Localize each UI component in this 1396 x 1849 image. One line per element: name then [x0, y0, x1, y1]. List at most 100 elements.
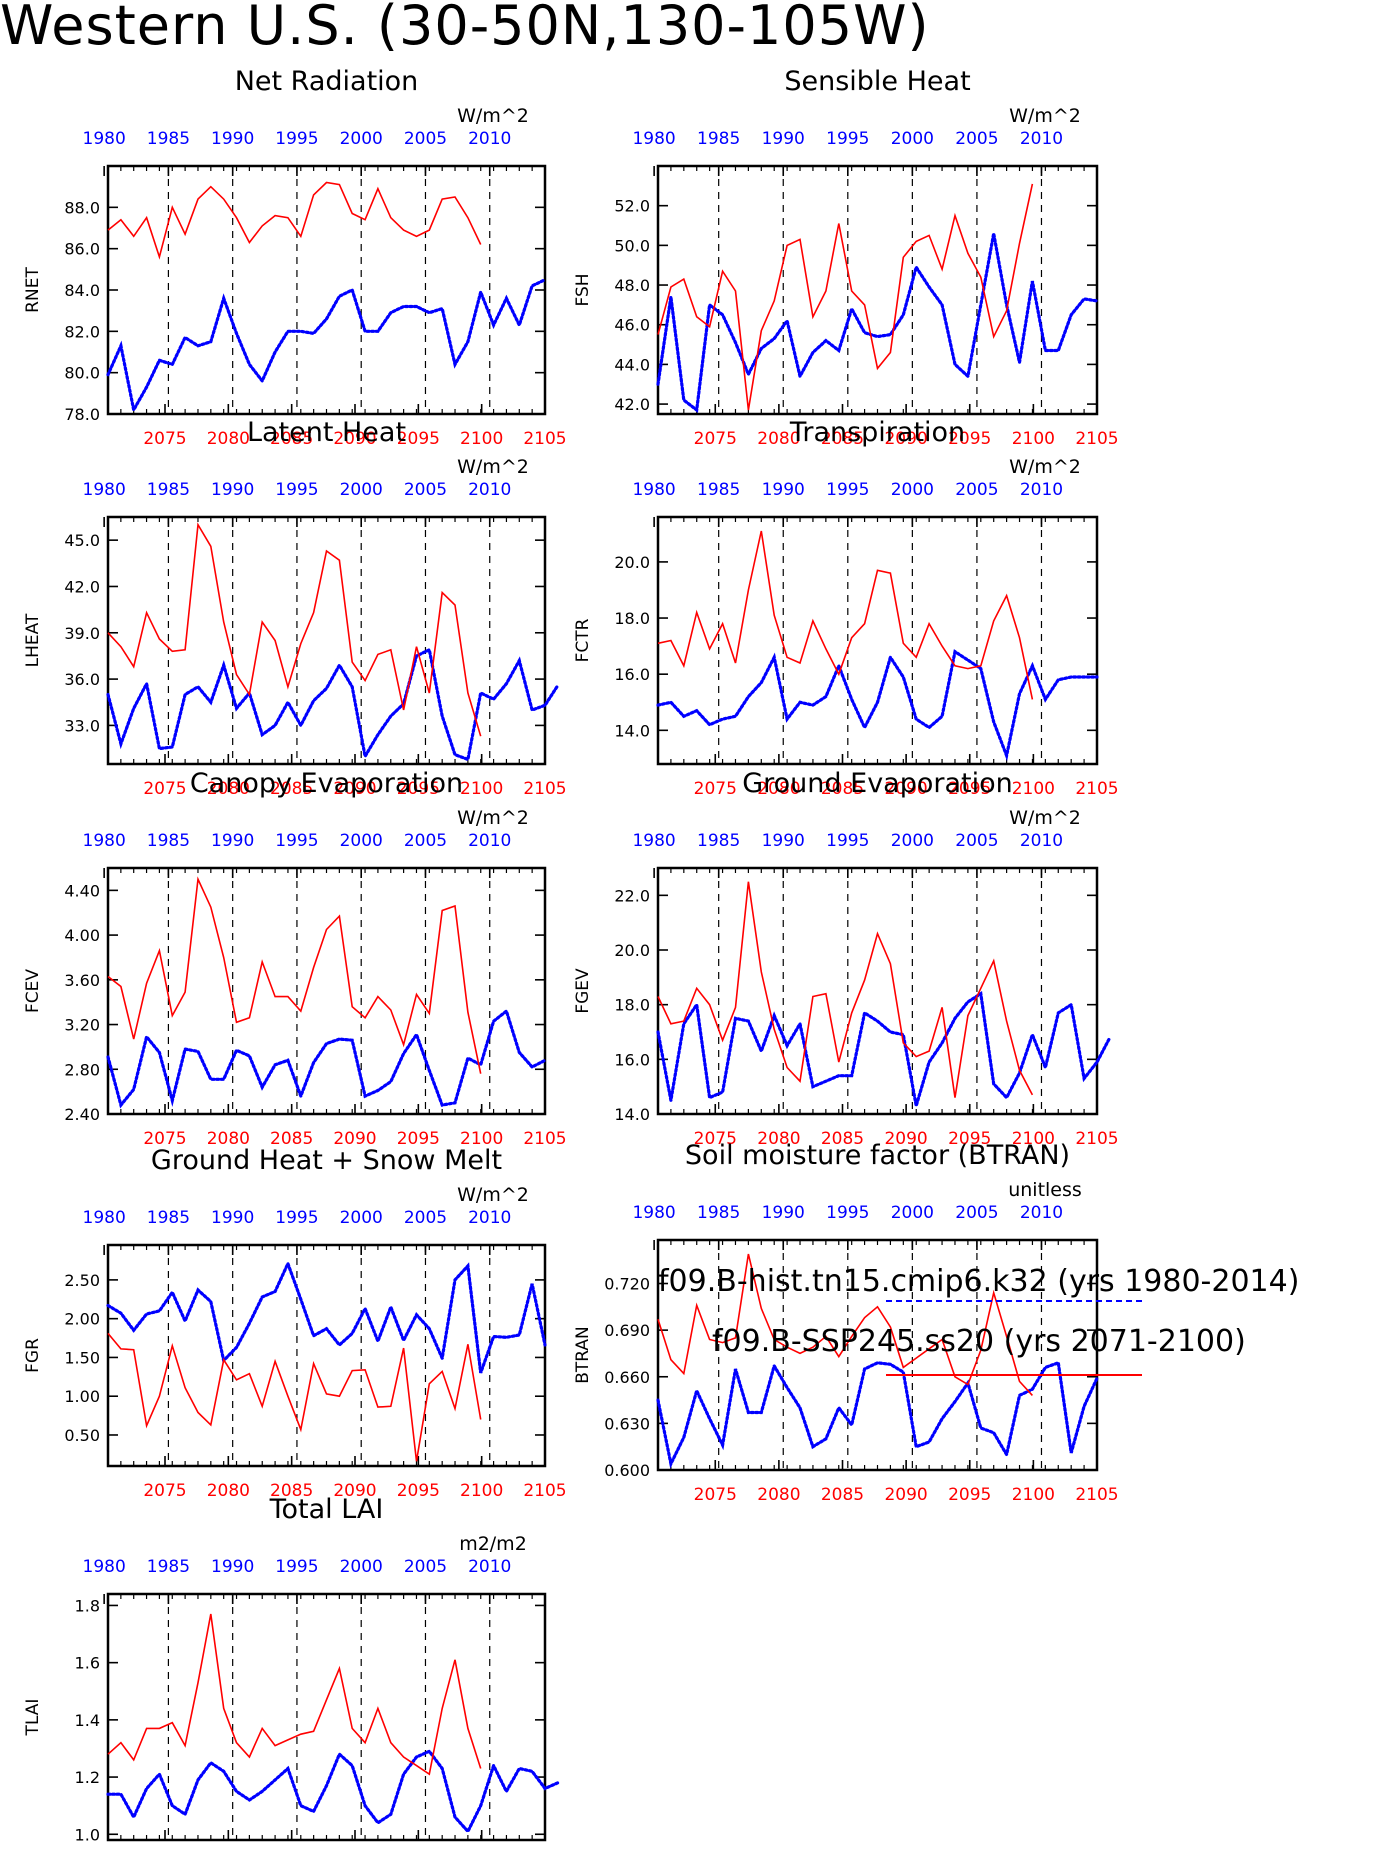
y-tick-label: 2.80	[64, 1060, 100, 1079]
bottom-axis-label: 2095	[397, 1481, 440, 1501]
bottom-axis-label: 2105	[1075, 1129, 1118, 1149]
bottom-axis-label: 2075	[143, 1129, 186, 1149]
series-ssp-line	[657, 1253, 1033, 1396]
y-tick-label: 42.0	[614, 395, 650, 414]
y-tick-label: 1.0	[75, 1825, 100, 1844]
top-axis-label: 2005	[955, 480, 998, 500]
y-axis-label: FSH	[573, 273, 593, 306]
y-tick-label: 82.0	[64, 322, 100, 341]
chart-title: Soil moisture factor (BTRAN)	[685, 1140, 1070, 1171]
series-hist-line	[656, 233, 1099, 413]
top-axis-label: 2000	[340, 480, 383, 500]
chart-title: Sensible Heat	[784, 66, 970, 97]
top-axis-label: 2005	[404, 1208, 447, 1228]
top-axis-label: 1995	[275, 129, 318, 149]
y-tick-label: 4.00	[64, 926, 100, 945]
y-tick-label: 1.8	[75, 1596, 100, 1615]
y-tick-label: 80.0	[64, 364, 100, 383]
bottom-axis-label: 2080	[207, 1129, 250, 1149]
y-tick-label: 1.2	[75, 1768, 100, 1787]
chart-panel-fgev: Ground Evaporation W/m^2 1980 1985 1990 1995 2…	[573, 768, 1119, 1149]
bottom-axis-label: 2095	[948, 1485, 991, 1505]
top-axis-label: 1990	[211, 1557, 254, 1577]
chart-units: W/m^2	[457, 1184, 529, 1206]
y-tick-label: 1.50	[64, 1348, 100, 1367]
chart-units: W/m^2	[1009, 456, 1081, 478]
y-tick-label: 44.0	[614, 355, 650, 374]
y-tick-label: 3.60	[64, 971, 100, 990]
series-hist-line	[106, 1259, 547, 1374]
bottom-axis-label: 2090	[333, 1481, 376, 1501]
series-ssp-line	[107, 181, 482, 260]
top-axis-label: 1995	[275, 831, 318, 851]
bottom-axis-label: 2105	[523, 1129, 566, 1149]
chart-panel-tlai: Total LAI m2/m2 1980 1985 1990 1995 2000 2005 20…	[23, 1494, 560, 1844]
chart-units: W/m^2	[457, 105, 529, 127]
bottom-axis-label: 2080	[757, 1485, 800, 1505]
y-tick-label: 42.0	[64, 577, 100, 596]
top-axis-label: 1985	[147, 831, 190, 851]
chart-title: Ground Evaporation	[742, 768, 1013, 799]
chart-panel-fctr: Transpiration W/m^2 1980 1985 1990 1995 2000 20…	[573, 417, 1119, 799]
bottom-axis-label: 2080	[757, 429, 800, 449]
bottom-axis-label: 2100	[460, 1481, 503, 1501]
bottom-axis-label: 2090	[884, 779, 927, 799]
y-tick-label: 2.50	[64, 1271, 100, 1290]
bottom-axis-label: 2080	[207, 779, 250, 799]
bottom-axis-label: 2105	[1075, 429, 1118, 449]
bottom-axis-label: 2085	[821, 429, 864, 449]
y-axis-label: FGEV	[573, 968, 593, 1014]
top-axis-label: 1995	[826, 480, 869, 500]
y-tick-label: 0.630	[604, 1414, 650, 1433]
plot-frame	[106, 164, 547, 416]
bottom-axis-label: 2075	[143, 429, 186, 449]
bottom-axis-label: 2075	[694, 779, 737, 799]
chart-panel-lheat: Latent Heat W/m^2 1980 1985 1990 1995 2000 2005…	[23, 417, 567, 799]
y-tick-label: 0.690	[604, 1321, 650, 1340]
bottom-axis-label: 2085	[821, 779, 864, 799]
y-tick-label: 33.0	[64, 716, 100, 735]
series-hist-line	[106, 278, 547, 415]
bottom-axis-label: 2105	[1075, 1485, 1118, 1505]
y-tick-label: 1.6	[75, 1654, 100, 1673]
top-axis-label: 2005	[404, 831, 447, 851]
bottom-axis-label: 2080	[207, 429, 250, 449]
bottom-axis-label: 2080	[207, 1481, 250, 1501]
bottom-axis-label: 2090	[884, 1129, 927, 1149]
bottom-axis-label: 2080	[757, 779, 800, 799]
top-axis-label: 2010	[468, 1557, 511, 1577]
bottom-axis-label: 2075	[694, 1485, 737, 1505]
top-axis-label: 2010	[468, 1208, 511, 1228]
y-axis-label: LHEAT	[23, 613, 43, 667]
top-axis-label: 2000	[891, 1203, 934, 1223]
y-tick-label: 48.0	[614, 276, 650, 295]
series-ssp-line	[657, 183, 1034, 411]
series-ssp-line	[657, 881, 1034, 1098]
y-axis-label: TLAI	[23, 1699, 43, 1737]
top-axis-label: 1985	[697, 1203, 740, 1223]
bottom-axis-label: 2100	[1012, 429, 1055, 449]
y-tick-label: 20.0	[614, 553, 650, 572]
bottom-axis-label: 2105	[1075, 779, 1118, 799]
bottom-axis-label: 2090	[333, 1129, 376, 1149]
y-tick-label: 45.0	[64, 531, 100, 550]
page-title: Western U.S. (30-50N,130-105W)	[0, 0, 930, 57]
top-axis-label: 1985	[147, 1208, 190, 1228]
y-axis-label: FCEV	[23, 969, 43, 1013]
bottom-axis-label: 2085	[821, 1129, 864, 1149]
top-axis-label: 1985	[147, 480, 190, 500]
y-tick-label: 22.0	[614, 886, 650, 905]
bottom-axis-label: 2095	[397, 779, 440, 799]
top-axis-label: 1995	[275, 1208, 318, 1228]
bottom-axis-label: 2100	[460, 1129, 503, 1149]
plot-frame	[656, 515, 1099, 766]
bottom-axis-label: 2075	[694, 429, 737, 449]
bottom-axis-label: 2085	[270, 1129, 313, 1149]
legend-ssp-label: f09.B-SSP245.ss20 (yrs 2071-2100)	[712, 1324, 1246, 1359]
bottom-axis-label: 2075	[143, 779, 186, 799]
top-axis-label: 1990	[211, 1208, 254, 1228]
y-tick-label: 2.40	[64, 1105, 100, 1124]
chart-panel-fcev: Canopy Evaporation W/m^2 1980 1985 1990 1995 2…	[23, 768, 567, 1149]
plot-frame	[106, 1592, 547, 1842]
